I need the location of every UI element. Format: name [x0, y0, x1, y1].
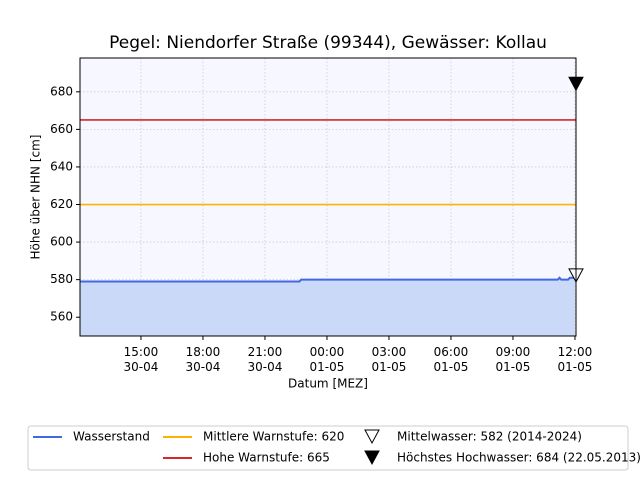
x-tick-label: 21:00 30-04	[248, 345, 283, 374]
x-tick-label: 09:00 01-05	[496, 345, 531, 374]
x-tick-label: 06:00 01-05	[434, 345, 469, 374]
legend-label: Mittelwasser: 582 (2014-2024)	[397, 430, 582, 444]
y-tick-label: 620	[50, 197, 73, 211]
legend-label: Hohe Warnstufe: 665	[203, 451, 330, 465]
x-tick-label: 18:00 30-04	[186, 345, 221, 374]
x-tick-label: 12:00 01-05	[558, 345, 593, 374]
y-tick-label: 600	[50, 235, 73, 249]
x-axis-label: Datum [MEZ]	[288, 377, 368, 391]
plot-frame	[79, 57, 577, 337]
legend-label: Mittlere Warnstufe: 620	[203, 430, 344, 444]
legend-label: Höchstes Hochwasser: 684 (22.05.2013)	[397, 451, 640, 465]
y-tick-label: 560	[50, 310, 73, 324]
legend-swatch	[364, 450, 380, 466]
legend-swatch	[364, 429, 380, 445]
y-tick-label: 660	[50, 122, 73, 136]
x-tick-label: 15:00 30-04	[124, 345, 159, 374]
legend-label: Wasserstand	[73, 430, 150, 444]
area	[80, 277, 575, 336]
y-tick-label: 580	[50, 272, 73, 286]
y-tick-label: 680	[50, 84, 73, 98]
y-tick-label: 640	[50, 159, 73, 173]
line	[80, 276, 575, 283]
x-tick-label: 03:00 01-05	[372, 345, 407, 374]
chart-title: Pegel: Niendorfer Straße (99344), Gewäss…	[109, 33, 547, 53]
x-tick-label: 00:00 01-05	[310, 345, 345, 374]
y-axis-label: Höhe über NHN [cm]	[29, 135, 43, 260]
